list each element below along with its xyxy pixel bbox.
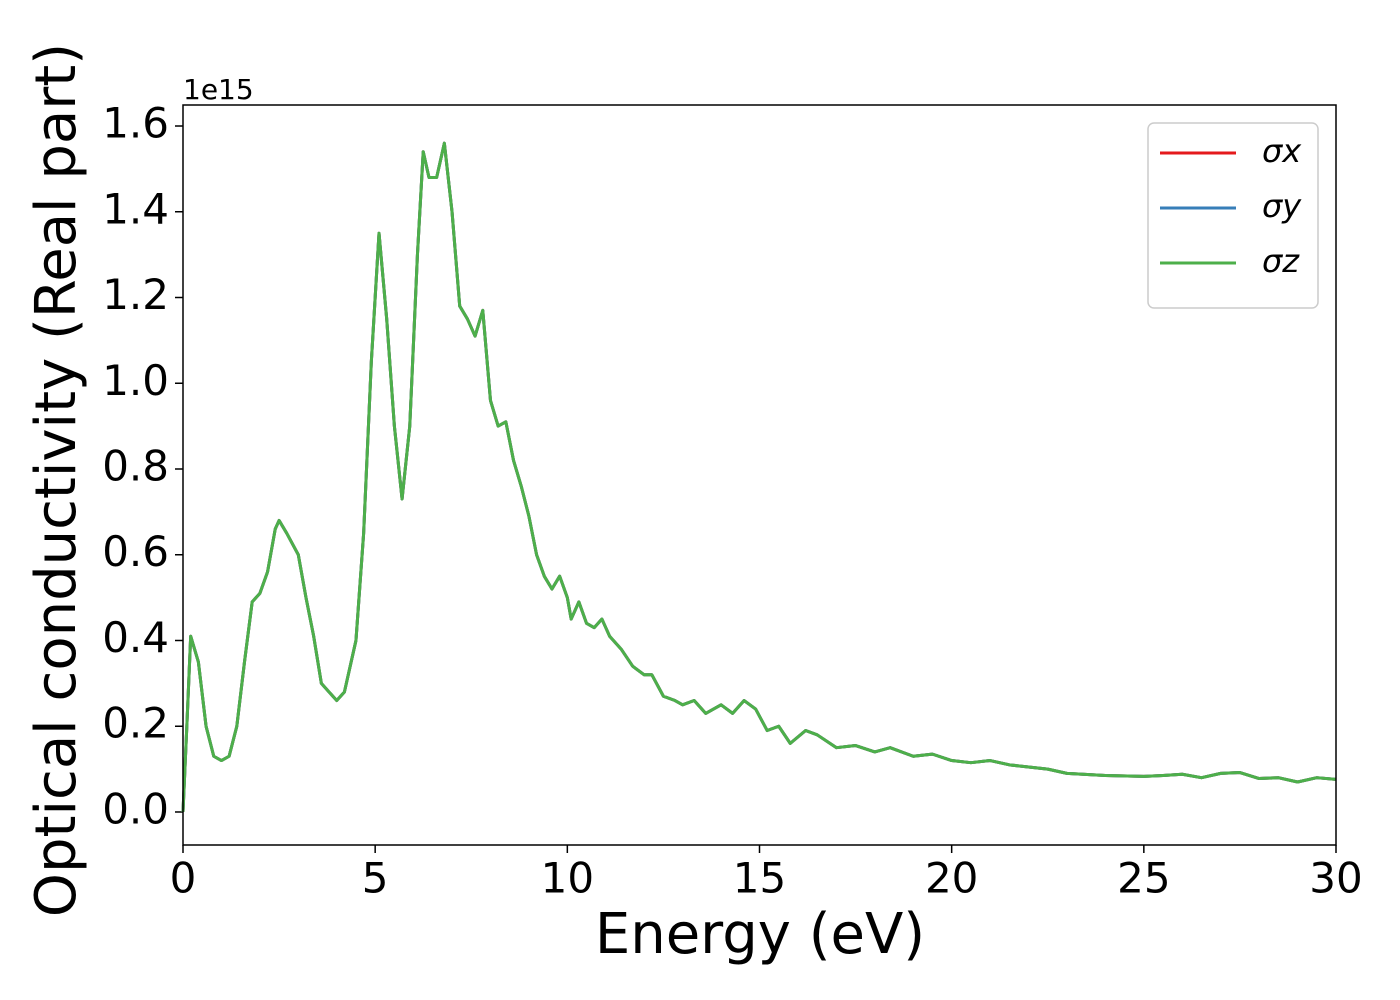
y-tick-label: 0.2	[102, 699, 169, 748]
x-tick-label: 20	[925, 854, 978, 903]
offset-text: 1e15	[183, 73, 254, 106]
y-tick-label: 1.6	[102, 99, 169, 148]
x-tick-label: 25	[1117, 854, 1170, 903]
y-tick-label: 0.4	[102, 613, 169, 662]
x-axis-label: Energy (eV)	[595, 902, 925, 967]
plot-frame	[182, 104, 1337, 846]
x-tick-label: 15	[733, 854, 786, 903]
y-tick-label: 0.8	[102, 441, 169, 490]
x-tick-label: 5	[362, 854, 389, 903]
legend-label: σx	[1262, 132, 1302, 170]
data-line	[181, 141, 1337, 813]
x-tick-label: 0	[170, 854, 197, 903]
y-tick-label: 0.6	[102, 527, 169, 576]
legend-label: σy	[1262, 187, 1302, 225]
legend-label: σz	[1262, 242, 1300, 280]
y-axis-label: Optical conductivity (Real part)	[24, 43, 89, 917]
y-tick-label: 1.4	[102, 184, 169, 233]
x-tick-label: 10	[541, 854, 594, 903]
y-tick-label: 0.0	[102, 784, 169, 833]
y-tick-label: 1.0	[102, 356, 169, 405]
x-tick-label: 30	[1309, 854, 1362, 903]
y-tick-label: 1.2	[102, 270, 169, 319]
